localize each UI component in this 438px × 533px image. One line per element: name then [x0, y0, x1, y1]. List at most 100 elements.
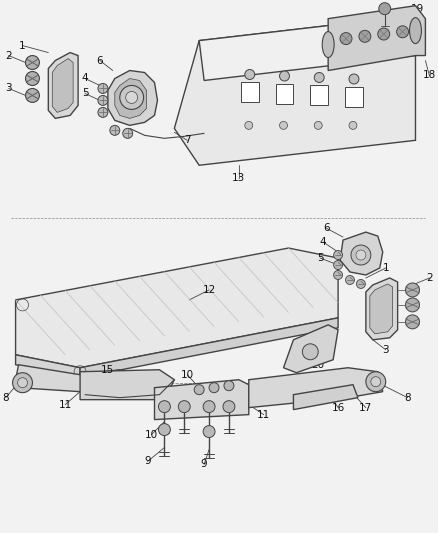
Circle shape [397, 26, 409, 38]
Circle shape [98, 95, 108, 106]
Text: 3: 3 [5, 84, 12, 93]
FancyBboxPatch shape [276, 84, 293, 104]
Circle shape [334, 251, 343, 260]
Text: 4: 4 [320, 237, 326, 247]
Text: 5: 5 [82, 88, 88, 99]
Text: 5: 5 [317, 253, 324, 263]
Circle shape [110, 125, 120, 135]
Circle shape [349, 122, 357, 130]
Text: 12: 12 [202, 285, 215, 295]
Text: 2: 2 [426, 273, 433, 283]
Text: 6: 6 [97, 55, 103, 66]
Circle shape [159, 424, 170, 435]
Polygon shape [328, 6, 425, 70]
Text: 10: 10 [181, 370, 194, 379]
Circle shape [302, 344, 318, 360]
Polygon shape [340, 232, 383, 275]
FancyBboxPatch shape [310, 85, 328, 106]
Circle shape [351, 245, 371, 265]
Circle shape [359, 30, 371, 42]
Circle shape [314, 122, 322, 130]
Text: 7: 7 [184, 135, 191, 146]
Circle shape [98, 84, 108, 93]
Circle shape [379, 3, 391, 15]
Ellipse shape [322, 31, 334, 58]
Text: 19: 19 [411, 4, 424, 14]
Text: 20: 20 [312, 360, 325, 370]
Polygon shape [16, 355, 80, 378]
Text: 4: 4 [82, 74, 88, 84]
Circle shape [406, 315, 420, 329]
Circle shape [279, 122, 287, 130]
Polygon shape [174, 19, 416, 165]
Text: 13: 13 [232, 173, 245, 183]
Circle shape [224, 381, 234, 391]
Circle shape [334, 261, 343, 270]
Circle shape [178, 401, 190, 413]
Circle shape [25, 71, 39, 85]
Text: 9: 9 [144, 456, 151, 466]
Circle shape [223, 401, 235, 413]
Polygon shape [115, 78, 147, 118]
Text: 18: 18 [423, 70, 436, 80]
Circle shape [346, 276, 354, 285]
Text: 11: 11 [257, 410, 270, 419]
Circle shape [371, 377, 381, 386]
Text: 8: 8 [2, 393, 9, 402]
Circle shape [279, 71, 290, 81]
Polygon shape [370, 284, 392, 334]
Circle shape [98, 108, 108, 117]
Circle shape [356, 250, 366, 260]
Polygon shape [155, 379, 249, 419]
Circle shape [123, 128, 133, 139]
Circle shape [340, 33, 352, 45]
Polygon shape [283, 325, 338, 373]
Polygon shape [16, 248, 338, 368]
Circle shape [209, 383, 219, 393]
Circle shape [194, 385, 204, 394]
Circle shape [349, 74, 359, 84]
Circle shape [314, 72, 324, 83]
Circle shape [366, 372, 386, 392]
Circle shape [13, 373, 32, 393]
Text: 15: 15 [101, 365, 114, 375]
Polygon shape [108, 70, 158, 125]
Circle shape [357, 279, 365, 288]
Circle shape [245, 122, 253, 130]
Polygon shape [80, 318, 338, 378]
Polygon shape [80, 370, 174, 400]
Polygon shape [48, 53, 78, 118]
Circle shape [120, 85, 144, 109]
Text: 16: 16 [332, 402, 345, 413]
Circle shape [378, 28, 390, 40]
Polygon shape [249, 368, 383, 408]
FancyBboxPatch shape [345, 87, 363, 107]
Polygon shape [366, 278, 398, 340]
Text: 11: 11 [59, 400, 72, 410]
Circle shape [203, 425, 215, 438]
Text: 6: 6 [323, 223, 329, 233]
Ellipse shape [410, 18, 421, 44]
Text: 1: 1 [382, 263, 389, 273]
Circle shape [245, 69, 255, 79]
Circle shape [25, 55, 39, 69]
Circle shape [203, 401, 215, 413]
Circle shape [126, 92, 138, 103]
Text: 1: 1 [19, 41, 26, 51]
Text: 17: 17 [359, 402, 372, 413]
Text: 3: 3 [382, 345, 389, 355]
Polygon shape [199, 19, 416, 80]
Circle shape [406, 298, 420, 312]
Text: 2: 2 [5, 51, 12, 61]
FancyBboxPatch shape [241, 83, 259, 102]
Circle shape [18, 378, 28, 387]
Text: 9: 9 [201, 459, 208, 470]
Text: 10: 10 [145, 430, 158, 440]
Circle shape [25, 88, 39, 102]
Polygon shape [52, 59, 73, 112]
Circle shape [406, 283, 420, 297]
Text: 8: 8 [404, 393, 411, 402]
Polygon shape [16, 365, 120, 392]
Polygon shape [293, 385, 358, 410]
Circle shape [159, 401, 170, 413]
